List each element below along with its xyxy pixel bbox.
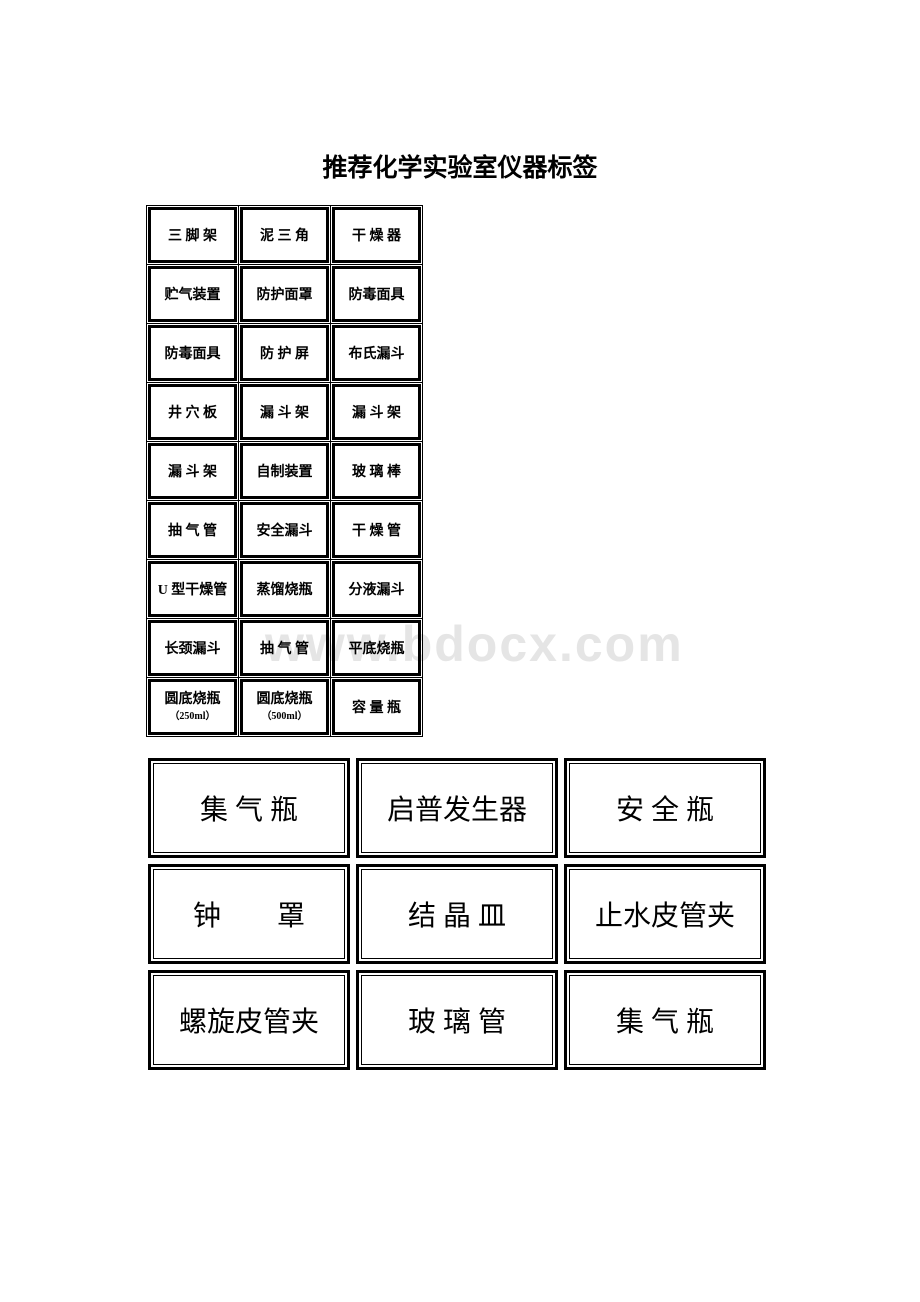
label-text: 集 气 瓶 [153, 763, 345, 853]
label-cell: 自制装置 [240, 443, 329, 499]
label-cell: 防 护 屏 [240, 325, 329, 381]
label-main: 圆底烧瓶 [165, 692, 221, 707]
label-cell: 平底烧瓶 [332, 620, 421, 676]
table-row: U 型干燥管 蒸馏烧瓶 分液漏斗 [148, 561, 421, 617]
label-cell: 抽 气 管 [148, 502, 237, 558]
label-cell: 干 燥 器 [332, 207, 421, 263]
label-text: 止水皮管夹 [569, 869, 761, 959]
label-sub: （250ml） [151, 710, 234, 723]
label-cell: 集 气 瓶 [148, 758, 350, 858]
table-row: 长颈漏斗 抽 气 管 平底烧瓶 [148, 620, 421, 676]
label-text: 玻 璃 管 [361, 975, 553, 1065]
label-cell: 三 脚 架 [148, 207, 237, 263]
label-cell: 结 晶 皿 [356, 864, 558, 964]
label-cell: 容 量 瓶 [332, 679, 421, 735]
label-cell: 井 穴 板 [148, 384, 237, 440]
label-sub: （500ml） [243, 710, 326, 723]
label-cell: 防毒面具 [332, 266, 421, 322]
label-text: 螺旋皮管夹 [153, 975, 345, 1065]
table-row: 漏 斗 架 自制装置 玻 璃 棒 [148, 443, 421, 499]
label-text: 启普发生器 [361, 763, 553, 853]
label-cell: U 型干燥管 [148, 561, 237, 617]
label-text: 钟 罩 [153, 869, 345, 959]
label-cell: 安 全 瓶 [564, 758, 766, 858]
label-cell: 止水皮管夹 [564, 864, 766, 964]
label-cell: 漏 斗 架 [240, 384, 329, 440]
label-cell: 布氏漏斗 [332, 325, 421, 381]
table-row: 圆底烧瓶 （250ml） 圆底烧瓶 （500ml） 容 量 瓶 [148, 679, 421, 735]
label-cell: 圆底烧瓶 （500ml） [240, 679, 329, 735]
label-cell: 分液漏斗 [332, 561, 421, 617]
label-cell: 抽 气 管 [240, 620, 329, 676]
label-cell: 防毒面具 [148, 325, 237, 381]
label-cell: 防护面罩 [240, 266, 329, 322]
small-labels-table: 三 脚 架 泥 三 角 干 燥 器 贮气装置 防护面罩 防毒面具 防毒面具 防 … [145, 204, 424, 738]
label-cell: 长颈漏斗 [148, 620, 237, 676]
label-cell: 安全漏斗 [240, 502, 329, 558]
table-row: 贮气装置 防护面罩 防毒面具 [148, 266, 421, 322]
table-row: 防毒面具 防 护 屏 布氏漏斗 [148, 325, 421, 381]
label-cell: 螺旋皮管夹 [148, 970, 350, 1070]
page-title: 推荐化学实验室仪器标签 [0, 0, 920, 204]
label-cell: 漏 斗 架 [148, 443, 237, 499]
label-cell: 圆底烧瓶 （250ml） [148, 679, 237, 735]
label-cell: 贮气装置 [148, 266, 237, 322]
big-labels-table: 集 气 瓶 启普发生器 安 全 瓶 钟 罩 结 晶 皿 止水皮管夹 螺旋皮管夹 … [142, 752, 772, 1076]
label-cell: 泥 三 角 [240, 207, 329, 263]
table-row: 井 穴 板 漏 斗 架 漏 斗 架 [148, 384, 421, 440]
label-cell: 集 气 瓶 [564, 970, 766, 1070]
table-row: 抽 气 管 安全漏斗 干 燥 管 [148, 502, 421, 558]
label-cell: 干 燥 管 [332, 502, 421, 558]
table-row: 集 气 瓶 启普发生器 安 全 瓶 [148, 758, 766, 858]
label-text: 集 气 瓶 [569, 975, 761, 1065]
label-cell: 玻 璃 管 [356, 970, 558, 1070]
label-cell: 玻 璃 棒 [332, 443, 421, 499]
table-row: 钟 罩 结 晶 皿 止水皮管夹 [148, 864, 766, 964]
label-text: 结 晶 皿 [361, 869, 553, 959]
label-cell: 钟 罩 [148, 864, 350, 964]
table-row: 螺旋皮管夹 玻 璃 管 集 气 瓶 [148, 970, 766, 1070]
label-text: 安 全 瓶 [569, 763, 761, 853]
label-cell: 启普发生器 [356, 758, 558, 858]
label-cell: 蒸馏烧瓶 [240, 561, 329, 617]
label-cell: 漏 斗 架 [332, 384, 421, 440]
table-row: 三 脚 架 泥 三 角 干 燥 器 [148, 207, 421, 263]
label-main: 圆底烧瓶 [257, 692, 313, 707]
